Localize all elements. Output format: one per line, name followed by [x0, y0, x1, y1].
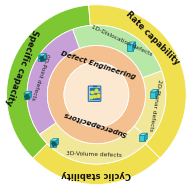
Polygon shape — [139, 136, 145, 141]
Polygon shape — [24, 91, 32, 94]
Circle shape — [64, 62, 129, 127]
Text: 2D-Planar defects: 2D-Planar defects — [148, 79, 162, 131]
Wedge shape — [33, 144, 160, 184]
Text: Cyclic stability: Cyclic stability — [62, 170, 131, 179]
Text: 3D-Volume defects: 3D-Volume defects — [66, 151, 122, 158]
Polygon shape — [38, 56, 44, 61]
Polygon shape — [139, 133, 147, 136]
Wedge shape — [7, 5, 90, 158]
Text: 1D-Dislocation defects: 1D-Dislocation defects — [90, 24, 153, 57]
Text: Defect Engineering: Defect Engineering — [60, 50, 136, 80]
Polygon shape — [24, 94, 29, 99]
FancyBboxPatch shape — [88, 86, 101, 101]
Polygon shape — [50, 139, 58, 141]
Wedge shape — [73, 25, 162, 78]
Polygon shape — [38, 53, 46, 56]
Polygon shape — [56, 139, 58, 147]
Text: 0D-Point defects: 0D-Point defects — [30, 52, 50, 100]
Wedge shape — [40, 123, 150, 164]
Wedge shape — [47, 46, 146, 144]
Polygon shape — [145, 133, 147, 141]
Wedge shape — [134, 71, 166, 139]
Polygon shape — [133, 42, 136, 50]
Polygon shape — [44, 53, 46, 61]
Polygon shape — [150, 92, 156, 98]
Polygon shape — [156, 90, 158, 98]
Wedge shape — [89, 5, 186, 158]
Text: Supercapacitors: Supercapacitors — [62, 111, 128, 137]
Polygon shape — [127, 42, 136, 44]
Polygon shape — [150, 90, 158, 92]
Text: Rate capability: Rate capability — [124, 9, 181, 67]
Text: Specific capacity: Specific capacity — [3, 28, 39, 106]
Wedge shape — [27, 29, 80, 134]
Polygon shape — [50, 141, 56, 147]
Polygon shape — [127, 44, 133, 50]
Polygon shape — [29, 91, 32, 99]
